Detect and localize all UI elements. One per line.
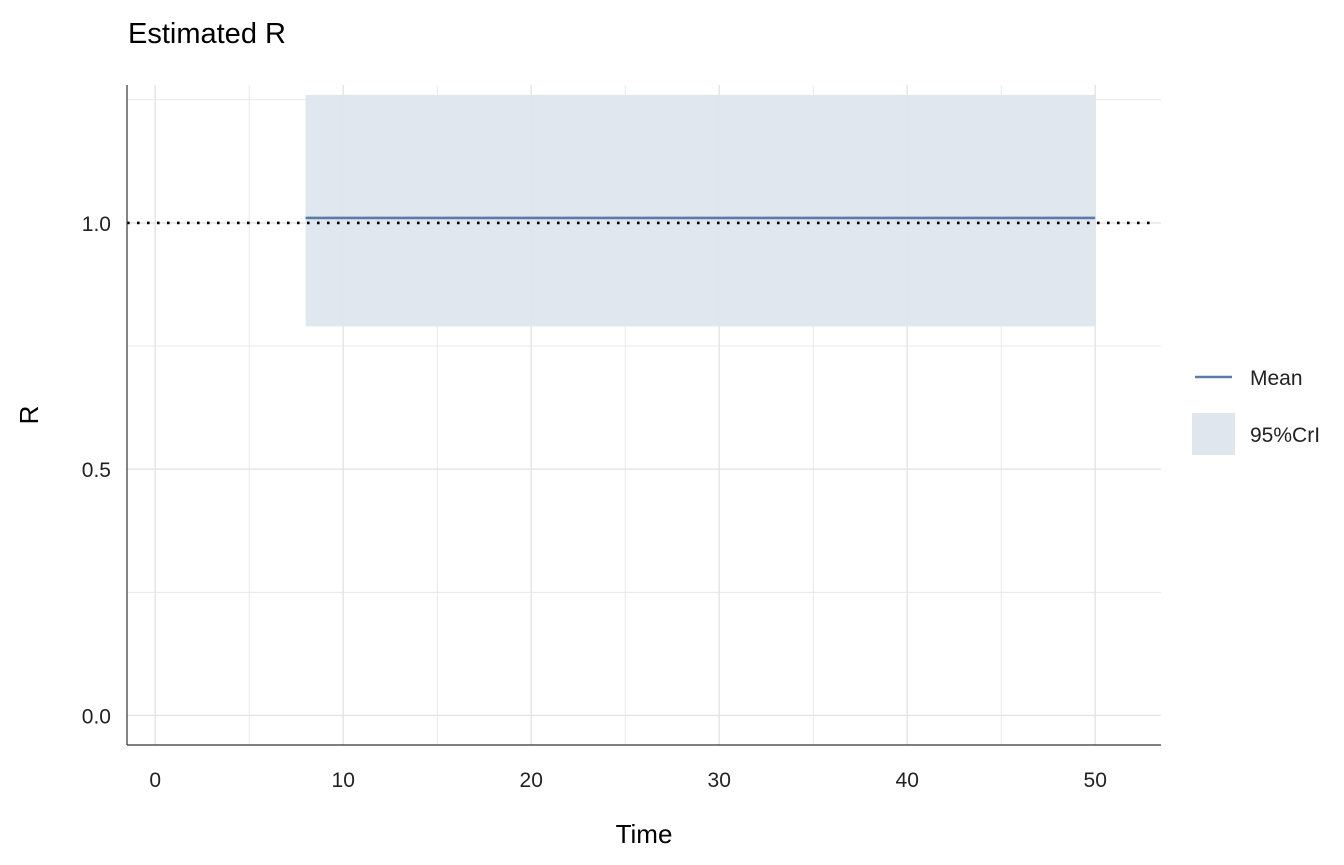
x-axis-title: Time — [616, 819, 673, 849]
x-tick-label: 30 — [708, 769, 731, 792]
chart-title: Estimated R — [128, 18, 286, 50]
legend: Mean 95%CrI — [1192, 367, 1320, 455]
y-axis-title: R — [14, 406, 44, 425]
tick-labels: 0 10 20 30 40 50 0.0 0.5 1.0 — [82, 213, 1107, 792]
cri-band-area — [305, 94, 1096, 327]
legend-mean-label: Mean — [1250, 367, 1303, 390]
x-tick-label: 20 — [520, 769, 543, 792]
legend-cri-label: 95%CrI — [1250, 424, 1320, 447]
y-tick-label: 0.5 — [82, 459, 111, 482]
credible-interval-band — [305, 94, 1096, 327]
legend-cri-swatch — [1192, 413, 1235, 455]
x-tick-label: 0 — [149, 769, 161, 792]
axes — [126, 85, 1161, 746]
x-tick-label: 50 — [1084, 769, 1107, 792]
x-tick-label: 40 — [896, 769, 919, 792]
y-tick-label: 1.0 — [82, 213, 111, 236]
y-tick-label: 0.0 — [82, 705, 111, 728]
x-tick-label: 10 — [332, 769, 355, 792]
